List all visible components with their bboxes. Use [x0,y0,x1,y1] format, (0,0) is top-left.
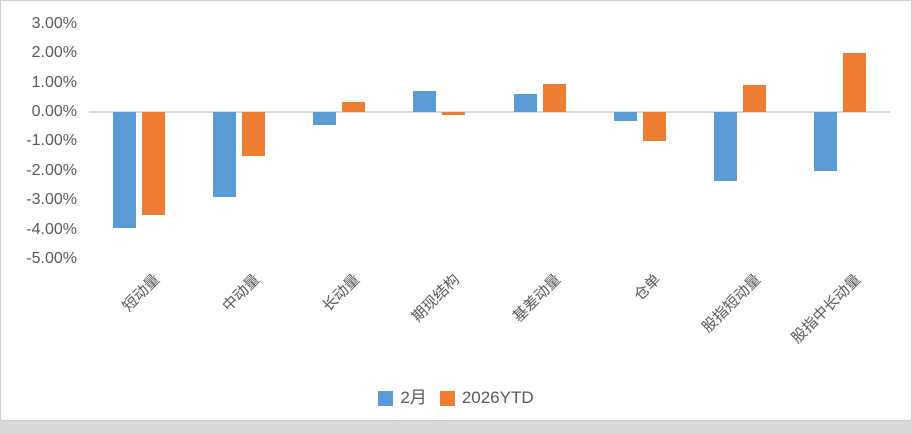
legend-label: 2026YTD [461,388,534,407]
legend-label: 2月 [400,388,427,407]
y-axis-tick-label: -5.00% [26,250,77,268]
bar-2026YTD-仓单 [642,112,666,142]
bar-2026YTD-中动量 [242,112,266,157]
bar-2月-期现结构 [413,91,437,112]
legend-item-2月[interactable]: 2月 [378,388,427,408]
bar-2026YTD-股指中长动量 [842,53,866,112]
bar-2026YTD-基差动量 [542,84,566,112]
bar-2026YTD-期现结构 [442,112,466,115]
y-axis-tick-label: 0.00% [31,103,77,120]
x-axis-category-label: 短动量 [119,271,164,315]
legend-item-2026YTD[interactable]: 2026YTD [439,388,534,408]
y-axis-tick-label: -4.00% [26,220,77,238]
bar-2月-短动量 [113,112,137,229]
bar-2月-股指短动量 [713,112,737,182]
y-axis-tick-label: -1.00% [26,132,77,150]
bar-2026YTD-股指短动量 [742,85,766,112]
y-axis-tick-label: -3.00% [26,191,77,209]
bar-2月-长动量 [313,112,337,126]
x-axis-category-label: 仓单 [630,271,664,305]
bar-chart: 3.00% 2.00% 1.00% 0.00% -1.00% -2.00% -3.00% -4… [1,1,911,381]
y-axis-tick-label: 1.00% [31,73,77,91]
x-axis-category-label: 期现结构 [409,271,464,326]
bar-2026YTD-长动量 [342,101,366,112]
y-axis-tick-label: -2.00% [26,161,77,179]
bar-2月-仓单 [613,112,637,121]
legend-swatch-icon [439,390,455,406]
bar-2026YTD-短动量 [142,112,166,216]
x-axis-category-label: 股指中长动量 [788,271,865,347]
x-axis-category-label: 基差动量 [509,271,564,326]
x-axis-category-label: 长动量 [319,271,364,315]
chart-legend: 2月 2026YTD [1,388,911,408]
chart-card: 3.00% 2.00% 1.00% 0.00% -1.00% -2.00% -3.00% -4… [0,0,912,421]
bar-2月-基差动量 [513,94,537,112]
y-axis-tick-label: 3.00% [31,14,77,32]
bar-2月-中动量 [213,112,237,198]
zero-axis-line [89,111,890,113]
legend-swatch-icon [378,390,394,406]
x-axis-category-label: 股指短动量 [698,271,764,337]
x-axis-category-label: 中动量 [219,271,264,315]
bar-2月-股指中长动量 [813,112,837,171]
y-axis-tick-label: 2.00% [31,44,77,62]
